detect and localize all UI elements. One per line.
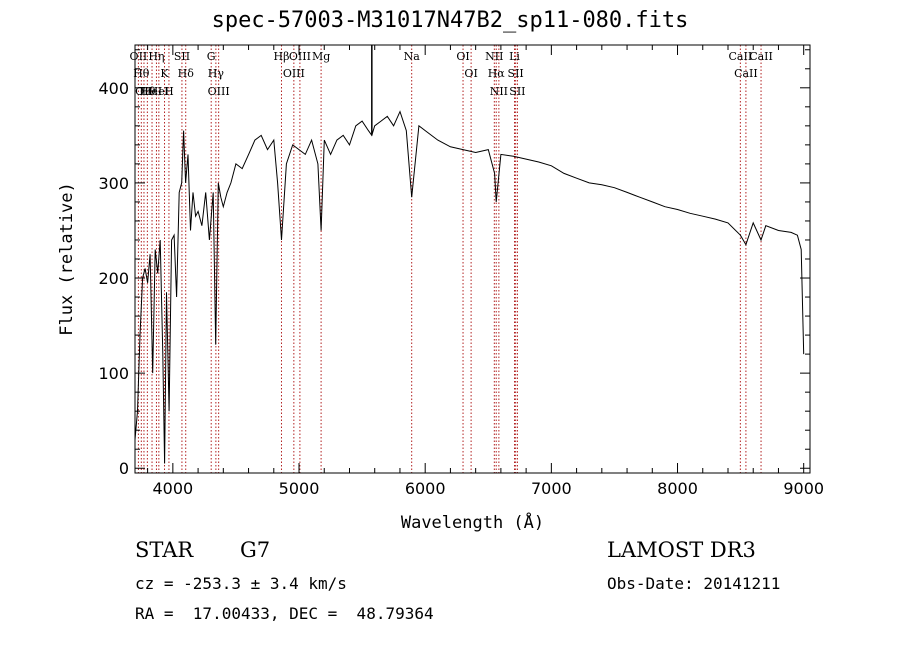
marker-label: OI (464, 67, 477, 80)
y-tick-label: 0 (119, 459, 129, 478)
marker-label: NII (490, 85, 508, 98)
x-tick-label: 9000 (783, 479, 824, 498)
marker-label: Hδ (178, 67, 195, 80)
x-tick-label: 6000 (405, 479, 446, 498)
spectral-subclass: G7 (240, 538, 271, 562)
x-axis-label: Wavelength (Å) (401, 511, 544, 533)
survey-label: LAMOST DR3 (607, 538, 756, 562)
redshift-text: cz = -253.3 ± 3.4 km/s (135, 574, 347, 593)
marker-label: OI (456, 50, 469, 63)
y-tick-label: 300 (98, 174, 129, 193)
marker-label: OIII (208, 85, 230, 98)
marker-label: Hη (148, 50, 164, 63)
x-tick-label: 4000 (152, 479, 193, 498)
plot-frame (134, 44, 811, 474)
chart-title: spec-57003-M31017N47B2_sp11-080.fits (211, 8, 689, 33)
y-tick-label: 200 (98, 269, 129, 288)
marker-label: CaII (749, 50, 773, 63)
x-tick-label: 7000 (531, 479, 572, 498)
spectrum-line (134, 110, 805, 464)
obs-date-text: Obs-Date: 20141211 (607, 574, 781, 593)
y-tick-label: 100 (98, 364, 129, 383)
marker-label: SII (174, 50, 190, 63)
marker-label: SII (508, 67, 524, 80)
marker-label: H (164, 85, 174, 98)
marker-label: Na (404, 50, 421, 63)
marker-label: SII (509, 85, 525, 98)
marker-label: CaII (729, 50, 753, 63)
marker-label: Hα (488, 67, 506, 80)
marker-label: Li (509, 50, 520, 63)
marker-label: OIII (289, 50, 311, 63)
marker-label: HeI (149, 85, 169, 98)
marker-label: Mg (312, 50, 330, 63)
x-tick-label: 5000 (279, 479, 320, 498)
marker-label: K (160, 67, 169, 80)
marker-label: Hθ (133, 67, 150, 80)
coordinates-text: RA = 17.00433, DEC = 48.79364 (135, 604, 434, 623)
marker-label: OIII (283, 67, 305, 80)
marker-label: OII (130, 50, 148, 63)
marker-label: NII (485, 50, 503, 63)
marker-label: CaII (734, 67, 758, 80)
marker-label: Hγ (208, 67, 225, 80)
marker-label: G (207, 50, 216, 63)
marker-label: HeI (142, 85, 162, 98)
x-tick-label: 8000 (657, 479, 698, 498)
y-axis-label: Flux (relative) (57, 182, 77, 336)
marker-label: Hβ (274, 50, 290, 63)
y-tick-label: 400 (98, 79, 129, 98)
object-class: STAR (135, 538, 194, 562)
